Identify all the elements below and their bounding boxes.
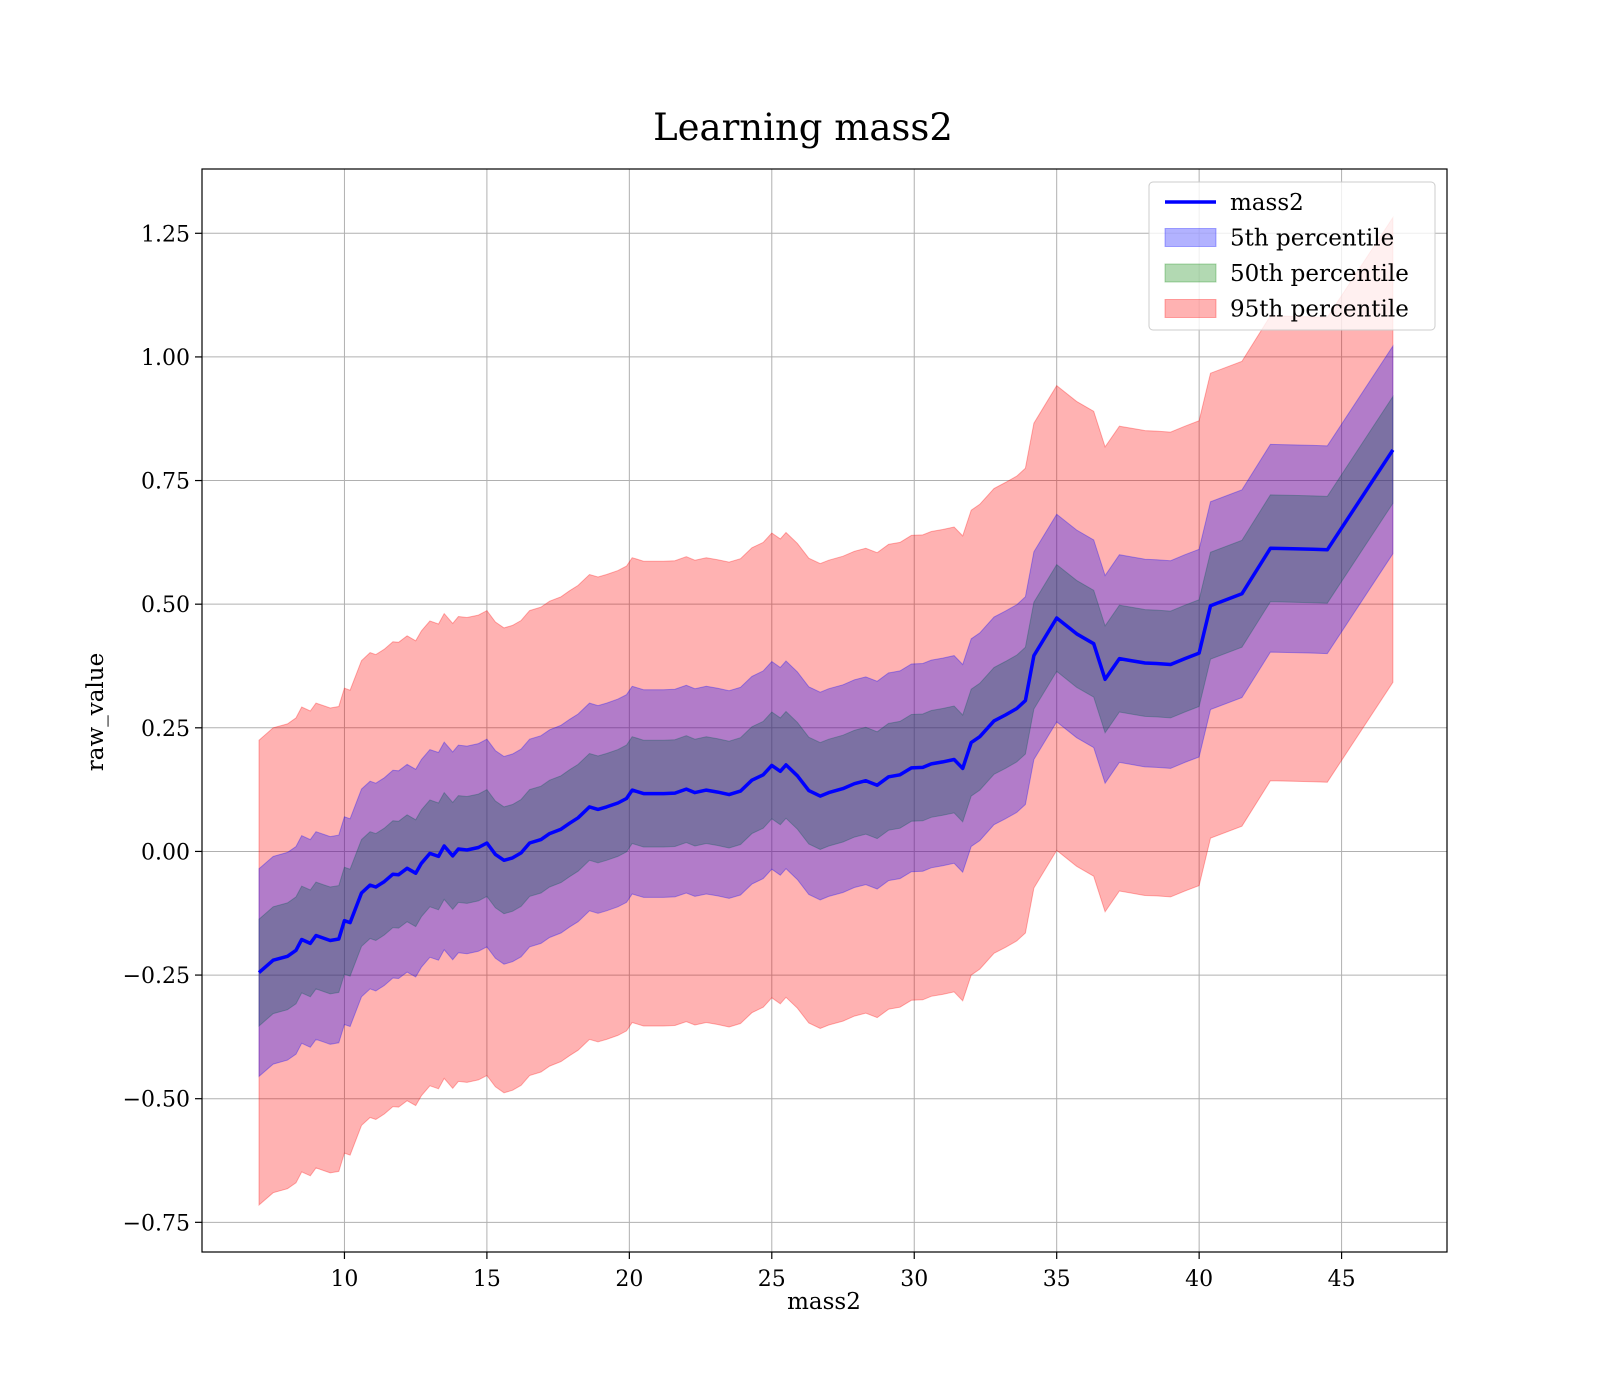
y-tick-label: −0.50 [123,1088,190,1113]
plot-frame [201,168,1448,1253]
y-tick-label: 0.25 [141,717,190,742]
y-axis-label: raw_value [83,653,109,771]
legend: mass2 5th percentile 50th percentile 95th p… [1148,181,1436,331]
x-tick-label: 35 [1043,1267,1071,1292]
y-tick-label: −0.25 [123,964,190,989]
legend-label: 95th percentile [1230,297,1409,323]
band-5th-percentile [258,344,1394,1078]
legend-box [1148,181,1436,331]
legend-label: 5th percentile [1230,226,1394,252]
x-tick-label: 40 [1185,1267,1213,1292]
y-tick-label: 0.50 [141,593,190,618]
legend-patch-swatch [1164,228,1217,247]
grid [202,169,1447,1252]
legend-patch-swatch [1164,299,1217,318]
x-tick-label: 45 [1328,1267,1356,1292]
band-95th-percentile [258,215,1394,1207]
axis-ticks: 10 15 20 25 30 35 40 45 −0.75 −0.50 −0.25 0.00 0.25 0… [123,222,1356,1292]
x-tick-label: 30 [900,1267,928,1292]
chart-title: Learning mass2 [653,106,953,149]
x-axis-label: mass2 [787,1289,861,1315]
x-tick-label: 10 [330,1267,358,1292]
legend-label: mass2 [1230,190,1304,216]
x-tick-label: 25 [758,1267,786,1292]
series-lines [257,448,1395,974]
y-tick-label: 1.00 [141,346,190,371]
x-tick-label: 20 [615,1267,643,1292]
y-tick-label: 0.00 [141,840,190,865]
series-line-mass2 [257,448,1395,974]
y-tick-label: 0.75 [141,470,190,495]
band-50th-percentile [258,394,1394,1028]
x-tick-label: 15 [473,1267,501,1292]
y-tick-label: 1.25 [141,222,190,247]
percentile-bands [258,215,1394,1207]
legend-label: 50th percentile [1230,261,1409,287]
y-tick-label: −0.75 [123,1211,190,1236]
legend-patch-swatch [1164,263,1217,283]
